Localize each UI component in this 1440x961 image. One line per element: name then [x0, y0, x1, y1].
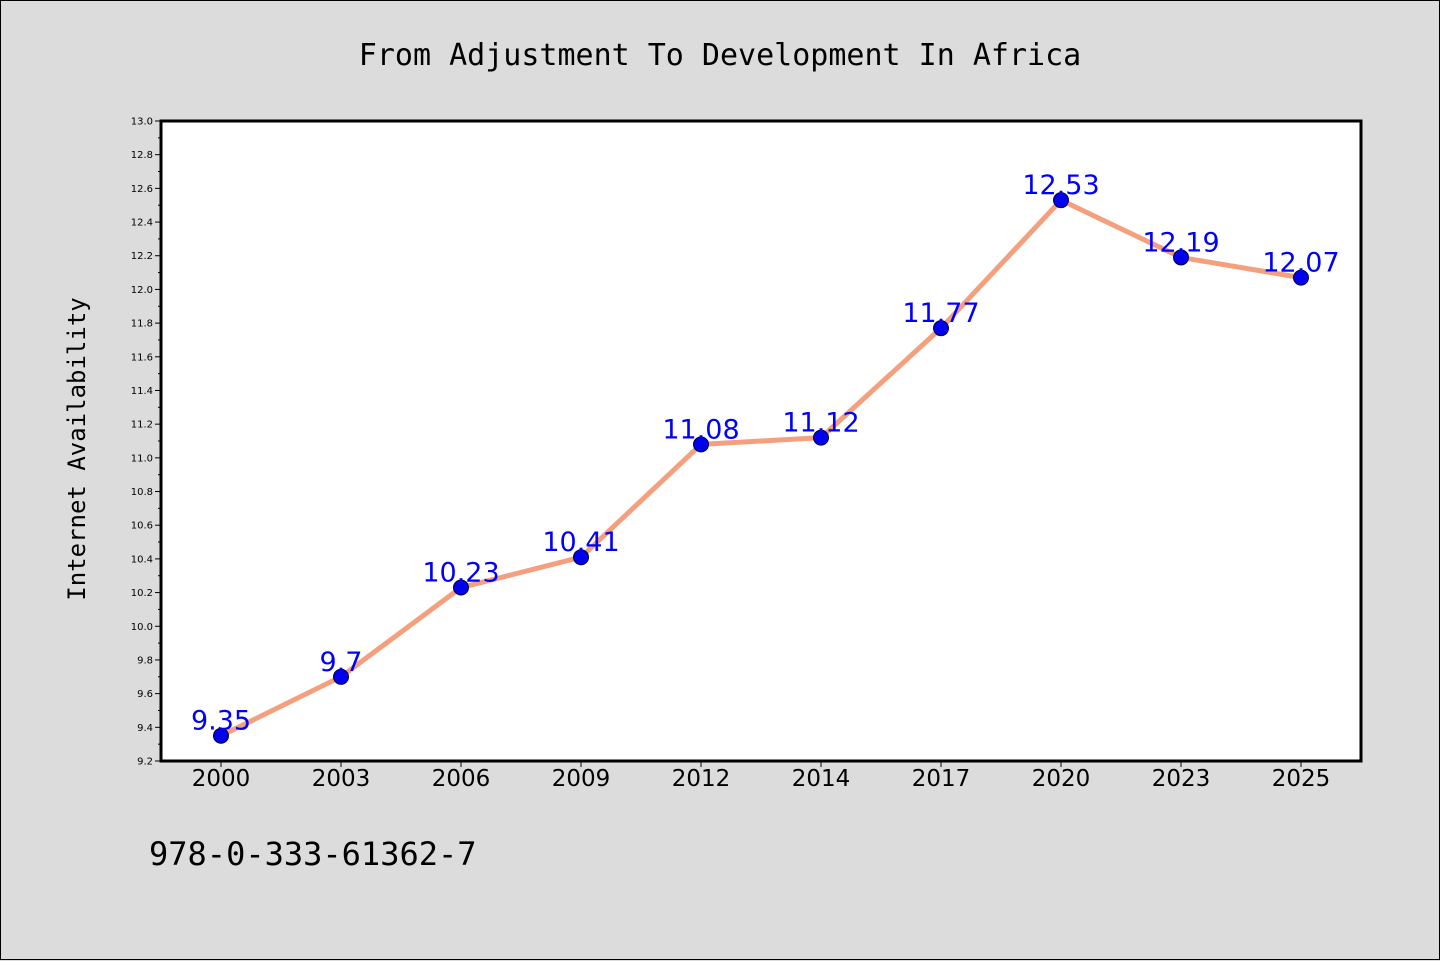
- y-axis-title: Internet Availability: [63, 297, 91, 600]
- y-tick-label: 10.8: [131, 487, 153, 498]
- data-point: [813, 429, 829, 446]
- data-point: [1293, 269, 1309, 286]
- data-point: [693, 436, 709, 453]
- x-tick-label: 2009: [552, 766, 611, 792]
- y-tick-label: 12.8: [131, 150, 153, 161]
- data-point: [333, 668, 349, 685]
- series-line: [218, 197, 1304, 739]
- y-tick-label: 11.4: [131, 386, 153, 397]
- data-labels: 9.35 9.7 10.23 10.41 11.08 11.12 11.77 12.53 12.…: [191, 170, 1340, 737]
- y-axis: 9.2 9.4 9.6 9.8 10.0 10.2 10.4 10.6 10.8 11.0 11.2…: [131, 117, 161, 768]
- data-point: [933, 320, 949, 337]
- y-tick-label: 10.6: [131, 521, 153, 532]
- y-tick-label: 12.6: [131, 184, 153, 195]
- chart-title: From Adjustment To Development In Africa: [359, 38, 1081, 73]
- data-label: 9.7: [320, 647, 363, 678]
- data-label: 12.19: [1142, 227, 1219, 258]
- data-label: 10.41: [542, 527, 619, 558]
- y-tick-label: 9.4: [137, 723, 153, 734]
- data-label: 11.08: [662, 414, 739, 445]
- plot-border: [159, 119, 1363, 763]
- x-tick-label: 2006: [432, 766, 491, 792]
- data-point: [453, 579, 469, 596]
- y-tick-label: 12.4: [131, 218, 153, 229]
- y-tick-label: 10.2: [131, 588, 153, 599]
- data-point: [213, 727, 229, 744]
- x-tick-label: 2012: [672, 766, 731, 792]
- y-tick-label: 9.2: [137, 757, 153, 768]
- data-label: 12.07: [1262, 248, 1339, 279]
- data-point: [1173, 249, 1189, 266]
- data-label: 12.53: [1022, 170, 1099, 201]
- y-tick-label: 11.8: [131, 319, 153, 330]
- series: [213, 192, 1309, 744]
- y-tick-label: 11.6: [131, 352, 153, 363]
- data-point: [1053, 192, 1069, 209]
- y-tick-label: 11.0: [131, 453, 153, 464]
- data-point: [573, 549, 589, 566]
- y-tick-label: 9.8: [137, 655, 153, 666]
- x-tick-label: 2014: [792, 766, 851, 792]
- data-label: 11.12: [782, 408, 859, 439]
- y-tick-label: 12.2: [131, 251, 153, 262]
- x-tick-label: 2000: [192, 766, 251, 792]
- y-tick-label: 10.0: [131, 622, 153, 633]
- x-axis: 2000 2003 2006 2009 2012 2014 2017 2020 2023 2025: [192, 761, 1331, 792]
- y-tick-label: 9.6: [137, 689, 153, 700]
- x-tick-label: 2003: [312, 766, 371, 792]
- data-label: 9.35: [191, 706, 251, 737]
- data-label: 11.77: [902, 298, 979, 329]
- y-tick-label: 10.4: [131, 554, 153, 565]
- y-tick-label: 12.0: [131, 285, 153, 296]
- x-tick-label: 2023: [1152, 766, 1211, 792]
- y-tick-label: 13.0: [131, 117, 153, 128]
- x-tick-label: 2017: [912, 766, 971, 792]
- y-tick-label: 11.2: [131, 420, 153, 431]
- isbn-text: 978-0-333-61362-7: [149, 835, 477, 873]
- x-tick-label: 2020: [1032, 766, 1091, 792]
- data-label: 10.23: [422, 558, 499, 589]
- x-tick-label: 2025: [1272, 766, 1331, 792]
